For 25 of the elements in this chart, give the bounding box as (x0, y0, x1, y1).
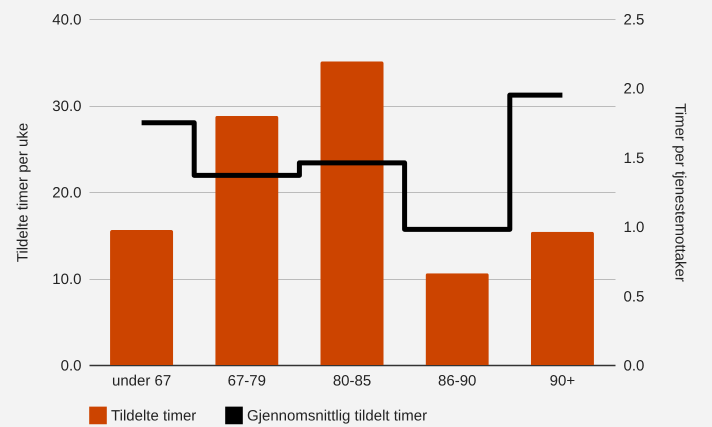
y-axis-title: Tildelte timer per uke (14, 122, 32, 262)
x-tick-label: under 67 (112, 372, 172, 390)
y2-tick-label: 2.0 (624, 80, 644, 98)
y-tick-label: 40.0 (52, 12, 82, 28)
legend-label: Gjennomsnittlig tildelt timer (247, 407, 428, 424)
y2-axis-title: Timer per tjenestemottaker (671, 103, 688, 282)
x-tick-label: 80-85 (332, 372, 372, 390)
legend-label: Tildelte timer (111, 407, 196, 424)
x-tick-label: 86-90 (438, 372, 476, 390)
y2-tick-label: 1.0 (624, 219, 644, 236)
bar (215, 116, 278, 365)
y-tick-label: 0.0 (60, 358, 82, 374)
bar (530, 232, 594, 365)
y2-tick-label: 0.5 (624, 288, 644, 306)
y-tick-label: 10.0 (52, 271, 82, 288)
bar (426, 273, 489, 365)
x-tick-label: 67-79 (228, 372, 266, 390)
y2-tick-label: 1.5 (624, 150, 644, 167)
x-tick-label: 90+ (550, 372, 576, 390)
y2-tick-label: 2.5 (624, 12, 644, 28)
y-tick-label: 30.0 (52, 98, 82, 115)
y-tick-label: 20.0 (52, 184, 82, 202)
y2-tick-label: 0.0 (624, 358, 644, 374)
bar (320, 61, 384, 365)
bar (110, 230, 174, 365)
